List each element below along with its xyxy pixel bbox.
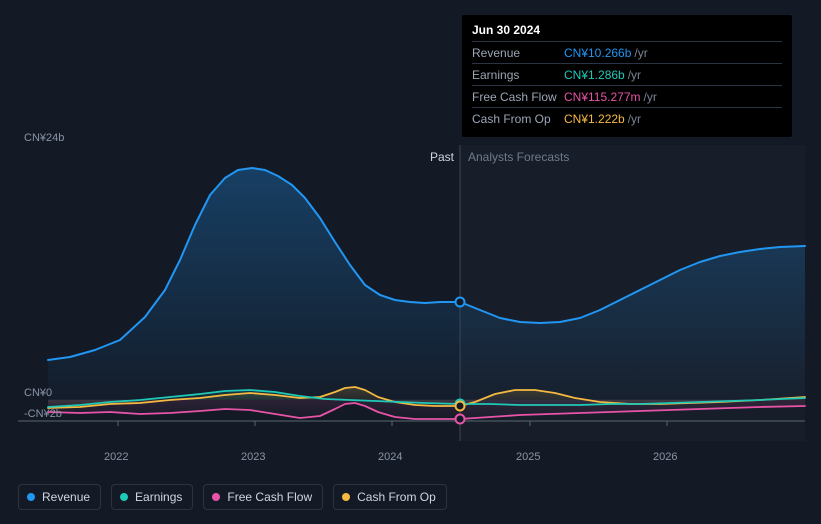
tooltip-row-label: Cash From Op — [472, 111, 564, 127]
forecast-section-label: Analysts Forecasts — [468, 150, 569, 164]
x-axis-tick: 2024 — [378, 451, 402, 463]
past-section-label: Past — [430, 150, 454, 164]
tooltip-date: Jun 30 2024 — [472, 23, 782, 41]
tooltip-row: RevenueCN¥10.266b/yr — [472, 41, 782, 63]
tooltip-row-value: CN¥1.222b — [564, 111, 625, 127]
tooltip-row-label: Earnings — [472, 67, 564, 83]
x-axis-tick: 2023 — [241, 451, 265, 463]
tooltip-row-label: Free Cash Flow — [472, 89, 564, 105]
legend-label: Earnings — [135, 490, 182, 504]
tooltip-row: EarningsCN¥1.286b/yr — [472, 63, 782, 85]
legend-dot-icon — [120, 493, 128, 501]
tooltip-row: Free Cash FlowCN¥115.277m/yr — [472, 85, 782, 107]
legend-item-revenue[interactable]: Revenue — [18, 484, 101, 510]
legend-dot-icon — [342, 493, 350, 501]
legend-item-cash_from_op[interactable]: Cash From Op — [333, 484, 447, 510]
legend-label: Revenue — [42, 490, 90, 504]
tooltip-row-value: CN¥10.266b — [564, 45, 631, 61]
tooltip-row-unit: /yr — [628, 67, 641, 83]
chart-legend: Revenue Earnings Free Cash Flow Cash From O… — [18, 484, 447, 510]
tooltip-row-unit: /yr — [644, 89, 657, 105]
x-axis-tick: 2025 — [516, 451, 540, 463]
x-axis-tick: 2022 — [104, 451, 128, 463]
y-axis-tick: CN¥24b — [24, 132, 64, 144]
legend-item-free_cash_flow[interactable]: Free Cash Flow — [203, 484, 323, 510]
tooltip-row: Cash From OpCN¥1.222b/yr — [472, 107, 782, 129]
legend-item-earnings[interactable]: Earnings — [111, 484, 193, 510]
legend-dot-icon — [212, 493, 220, 501]
legend-label: Cash From Op — [357, 490, 436, 504]
y-axis-tick: -CN¥2b — [24, 408, 62, 420]
tooltip-row-value: CN¥115.277m — [564, 89, 641, 105]
y-axis-tick: CN¥0 — [24, 387, 52, 399]
legend-dot-icon — [27, 493, 35, 501]
tooltip-row-unit: /yr — [634, 45, 647, 61]
tooltip-row-label: Revenue — [472, 45, 564, 61]
legend-label: Free Cash Flow — [227, 490, 312, 504]
x-axis-tick: 2026 — [653, 451, 677, 463]
chart-tooltip: Jun 30 2024 RevenueCN¥10.266b/yrEarnings… — [462, 15, 792, 137]
tooltip-row-value: CN¥1.286b — [564, 67, 625, 83]
tooltip-row-unit: /yr — [628, 111, 641, 127]
